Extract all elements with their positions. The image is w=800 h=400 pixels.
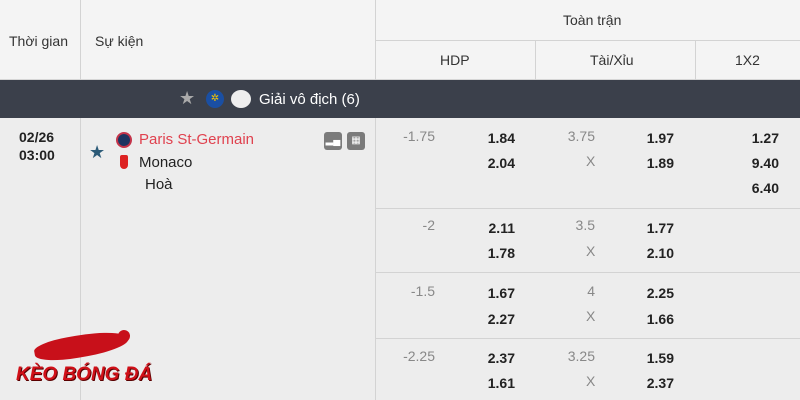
hdp-home-odd[interactable]: 1.84 [487, 130, 515, 146]
ou-under-odd[interactable]: 1.66 [646, 311, 674, 327]
stats-icon[interactable]: ▂▄ [324, 132, 342, 150]
ou-over-odd[interactable]: 2.25 [646, 285, 674, 301]
favorite-star-icon[interactable]: ★ [89, 142, 106, 162]
watermark-logo: KÈO BÓNG ĐÁ [14, 320, 174, 390]
header-time: Thời gian [9, 33, 68, 49]
header-full-match: Toàn trận [563, 12, 622, 28]
header-event: Sự kiện [95, 33, 144, 49]
header-1x2: 1X2 [735, 52, 760, 68]
ou-line: 3.5 [575, 217, 595, 233]
ou-over-odd[interactable]: 1.97 [646, 130, 674, 146]
ou-over-odd[interactable]: 1.59 [646, 350, 674, 366]
lineup-icon[interactable]: ▦ [347, 132, 365, 150]
hdp-home-odd[interactable]: 2.11 [488, 220, 515, 236]
away-team[interactable]: Monaco [139, 154, 193, 171]
match-time: 03:00 [19, 147, 55, 163]
home-team[interactable]: Paris St-Germain [139, 131, 255, 148]
ou-line: 3.25 [567, 348, 595, 364]
header-hdp: HDP [440, 52, 470, 68]
ou-under-label: X [586, 373, 596, 389]
ou-under-label: X [586, 308, 596, 324]
away-win-odd[interactable]: 9.40 [751, 155, 779, 171]
hdp-away-odd[interactable]: 2.04 [487, 155, 515, 171]
hdp-line: -1.75 [403, 128, 435, 144]
psg-logo-icon [116, 132, 132, 148]
hdp-away-odd[interactable]: 1.78 [487, 245, 515, 261]
hdp-line: -2 [422, 217, 435, 233]
draw-odd[interactable]: 6.40 [751, 180, 779, 196]
home-win-odd[interactable]: 1.27 [751, 130, 779, 146]
draw-label: Hoà [145, 176, 173, 193]
ou-under-odd[interactable]: 2.10 [646, 245, 674, 261]
hdp-away-odd[interactable]: 1.61 [487, 375, 515, 391]
league-bar[interactable]: ★ ✲ Giải vô địch (6) [0, 80, 800, 118]
star-icon[interactable]: ★ [179, 88, 196, 108]
hdp-line: -2.25 [403, 348, 435, 364]
monaco-logo-icon [120, 155, 128, 169]
ou-under-label: X [586, 153, 596, 169]
hdp-line: -1.5 [410, 283, 435, 299]
hdp-home-odd[interactable]: 2.37 [487, 350, 515, 366]
match-date: 02/26 [19, 129, 55, 145]
ou-line: 4 [587, 283, 595, 299]
ou-over-odd[interactable]: 1.77 [646, 220, 674, 236]
hdp-away-odd[interactable]: 2.27 [487, 311, 515, 327]
goalkeeper-icon [32, 326, 131, 366]
ou-line: 3.75 [567, 128, 595, 144]
league-name[interactable]: Giải vô địch (6) [259, 91, 360, 108]
champions-league-icon [231, 90, 251, 108]
hdp-home-odd[interactable]: 1.67 [487, 285, 515, 301]
europe-flag-icon: ✲ [206, 90, 224, 108]
ou-under-label: X [586, 243, 596, 259]
ou-under-odd[interactable]: 2.37 [646, 375, 674, 391]
header-ou: Tài/Xỉu [590, 52, 634, 68]
ou-under-odd[interactable]: 1.89 [646, 155, 674, 171]
